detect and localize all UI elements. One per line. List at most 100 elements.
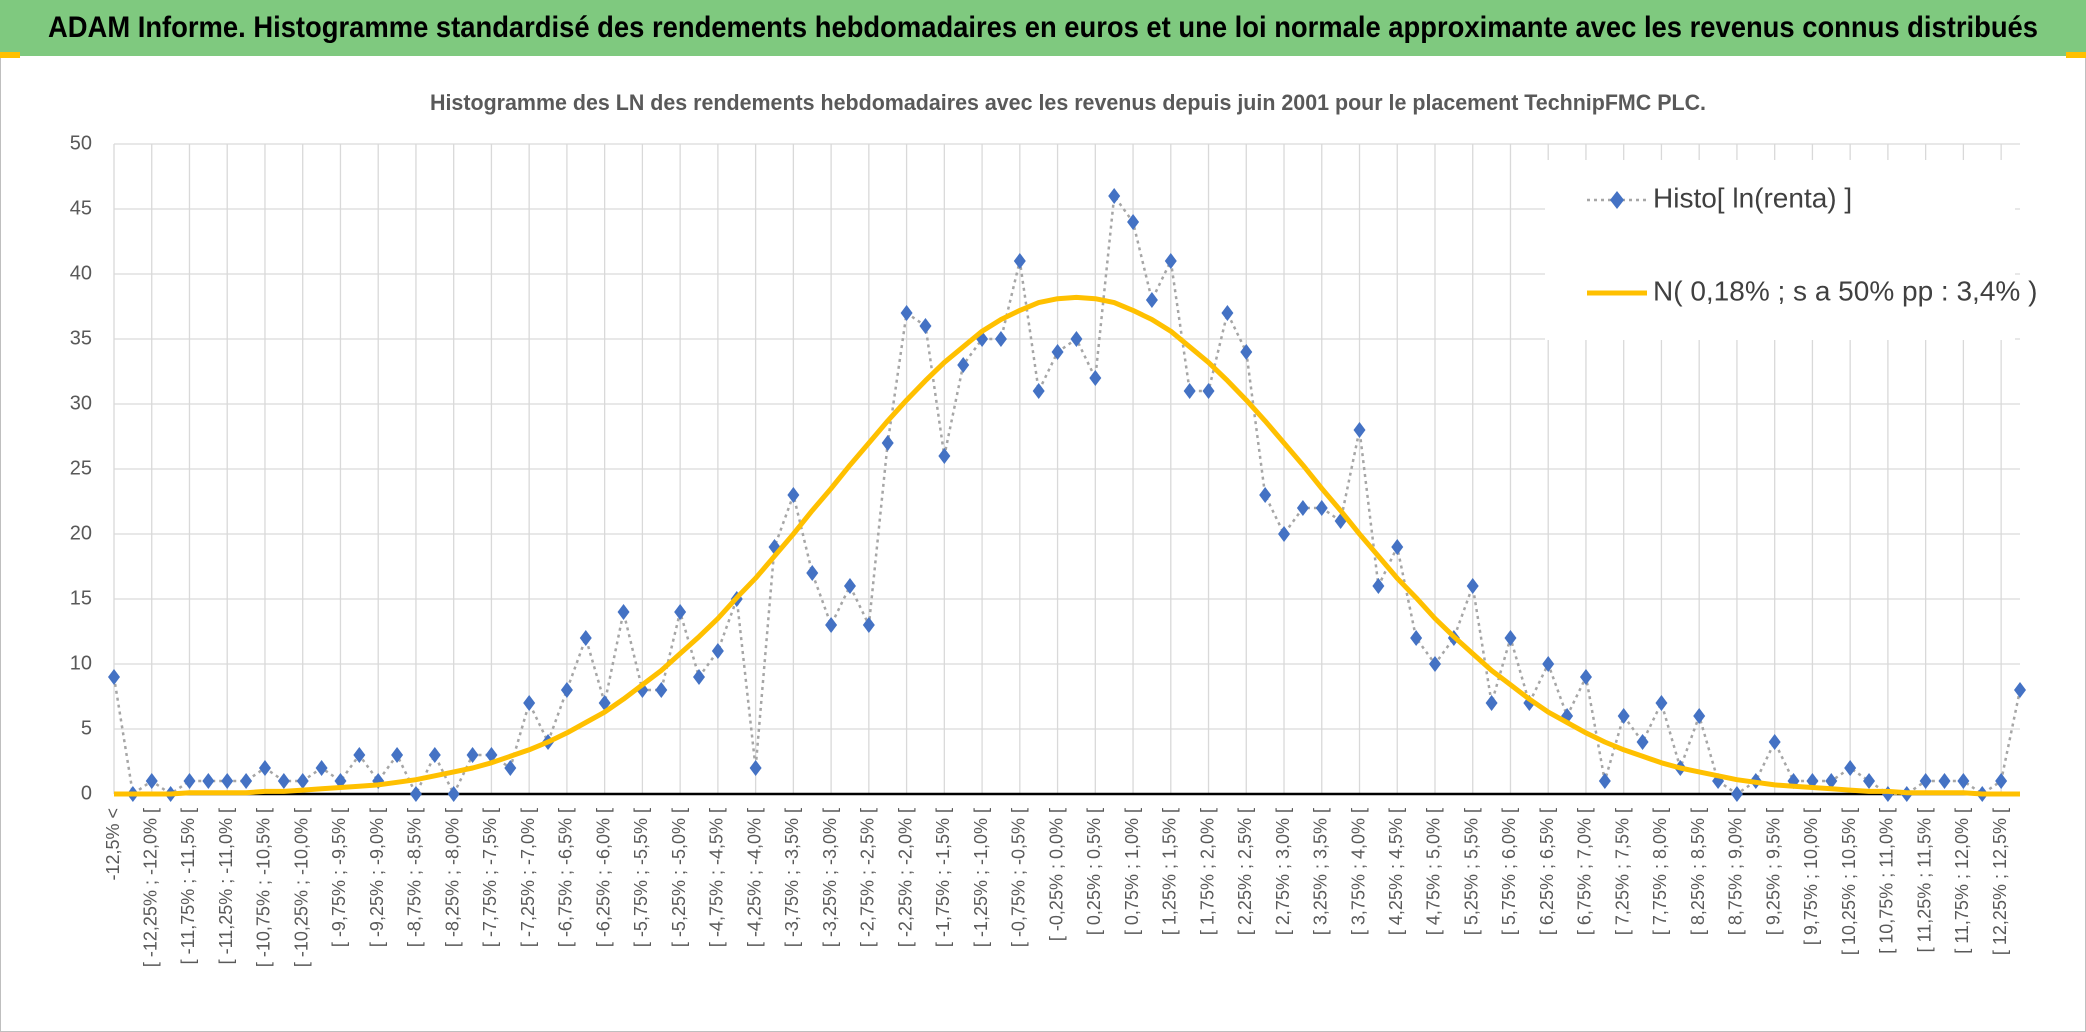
data-point — [1428, 656, 1441, 672]
data-point — [1108, 188, 1121, 204]
x-tick-label: [ 8,25% ; 8,5% [ — [1688, 808, 1708, 935]
data-point — [504, 760, 517, 776]
x-tick-label: [ 8,75% ; 9,0% [ — [1726, 808, 1746, 935]
data-point — [560, 682, 573, 698]
x-tick-label: [ 5,25% ; 5,5% [ — [1461, 808, 1481, 935]
data-point — [466, 747, 479, 763]
legend-marker — [1610, 191, 1624, 209]
x-tick-label: [ 11,75% ; 12,0% [ — [1952, 808, 1972, 954]
data-point — [353, 747, 366, 763]
x-tick-label: [ -6,75% ; -6,5% [ — [556, 808, 576, 947]
data-point — [447, 786, 460, 802]
x-tick-label: [ 10,25% ; 10,5% [ — [1839, 808, 1859, 955]
data-point — [1032, 383, 1045, 399]
corner-accent — [2066, 52, 2086, 58]
data-point — [1579, 669, 1592, 685]
data-point — [1372, 578, 1385, 594]
data-point — [1542, 656, 1555, 672]
data-point — [202, 773, 215, 789]
data-point — [900, 305, 913, 321]
x-tick-label: [ -0,25% ; 0,0% [ — [1046, 808, 1066, 941]
data-point — [825, 617, 838, 633]
x-tick-label: [ 2,75% ; 3,0% [ — [1273, 808, 1293, 935]
x-tick-label: [ -4,75% ; -4,5% [ — [707, 808, 727, 947]
data-point — [655, 682, 668, 698]
x-tick-label: -12,5% < — [103, 808, 123, 881]
normal-curve — [114, 294, 2020, 797]
x-tick-label: [ -10,75% ; -10,5% [ — [254, 808, 274, 967]
data-point — [1145, 292, 1158, 308]
data-point — [485, 747, 498, 763]
x-tick-label: [ -2,25% ; -2,0% [ — [895, 808, 915, 947]
data-point — [1127, 214, 1140, 230]
x-tick-label: [ -10,25% ; -10,0% [ — [291, 808, 311, 967]
data-point — [277, 773, 290, 789]
data-point — [1995, 773, 2008, 789]
x-tick-label: [ 11,25% ; 11,5% [ — [1914, 808, 1934, 952]
x-tick-label: [ -5,25% ; -5,0% [ — [669, 808, 689, 947]
data-point — [1636, 734, 1649, 750]
x-tick-label: [ -2,75% ; -2,5% [ — [858, 808, 878, 947]
x-tick-label: [ -9,75% ; -9,5% [ — [329, 808, 349, 947]
data-point — [598, 695, 611, 711]
data-point — [1013, 253, 1026, 269]
data-point — [806, 565, 819, 581]
data-point — [579, 630, 592, 646]
data-point — [428, 747, 441, 763]
data-point — [1730, 786, 1743, 802]
data-point — [108, 669, 120, 685]
data-point — [938, 448, 951, 464]
data-point — [1221, 305, 1234, 321]
x-tick-label: [ 7,25% ; 7,5% [ — [1612, 808, 1632, 935]
header-title: ADAM Informe. Histogramme standardisé de… — [48, 11, 2038, 44]
y-tick-label: 10 — [70, 652, 92, 674]
x-tick-label: [ -8,75% ; -8,5% [ — [405, 808, 425, 947]
legend-box — [1545, 160, 2015, 340]
legend-label: Histo[ ln(renta) ] — [1653, 182, 1852, 213]
x-tick-label: [ 4,75% ; 5,0% [ — [1424, 808, 1444, 935]
data-point — [1919, 773, 1932, 789]
data-point — [1070, 331, 1083, 347]
x-tick-label: [ -9,25% ; -9,0% [ — [367, 808, 387, 947]
y-tick-label: 35 — [70, 327, 92, 349]
data-point — [1863, 773, 1876, 789]
y-tick-label: 20 — [70, 522, 92, 544]
data-point — [1410, 630, 1423, 646]
data-point — [1466, 578, 1479, 594]
y-tick-label: 40 — [70, 262, 92, 284]
data-point — [617, 604, 630, 620]
data-point — [1278, 526, 1291, 542]
data-point — [1938, 773, 1951, 789]
y-tick-label: 50 — [70, 132, 92, 154]
data-point — [1598, 773, 1611, 789]
y-tick-label: 15 — [70, 587, 92, 609]
x-tick-label: [ -1,75% ; -1,5% [ — [933, 808, 953, 947]
data-point — [1164, 253, 1177, 269]
data-point — [391, 747, 404, 763]
data-point — [183, 773, 196, 789]
x-tick-label: [ -11,25% ; -11,0% [ — [216, 808, 236, 964]
data-point — [1315, 500, 1328, 516]
x-tick-label: [ -3,75% ; -3,5% [ — [782, 808, 802, 947]
data-point — [957, 357, 970, 373]
x-tick-label: [ 9,25% ; 9,5% [ — [1763, 808, 1783, 935]
x-tick-label: [ 4,25% ; 4,5% [ — [1386, 808, 1406, 935]
data-point — [1485, 695, 1498, 711]
chart-title: Histogramme des LN des rendements hebdom… — [430, 90, 1706, 115]
data-point — [862, 617, 875, 633]
data-point — [1957, 773, 1970, 789]
data-point — [1844, 760, 1857, 776]
x-tick-label: [ 3,75% ; 4,0% [ — [1348, 808, 1368, 935]
x-tick-label: [ 6,75% ; 7,0% [ — [1575, 808, 1595, 935]
corner-accent — [0, 52, 20, 58]
x-tick-label: [ 3,25% ; 3,5% [ — [1311, 808, 1331, 935]
x-tick-label: [ -3,25% ; -3,0% [ — [820, 808, 840, 947]
data-point — [1353, 422, 1366, 438]
data-point — [787, 487, 800, 503]
data-point — [1202, 383, 1215, 399]
x-tick-label: [ 1,25% ; 1,5% [ — [1160, 808, 1180, 935]
data-point — [1693, 708, 1706, 724]
x-tick-label: [ 0,75% ; 1,0% [ — [1122, 808, 1142, 935]
y-tick-label: 0 — [81, 782, 92, 804]
data-point — [240, 773, 253, 789]
